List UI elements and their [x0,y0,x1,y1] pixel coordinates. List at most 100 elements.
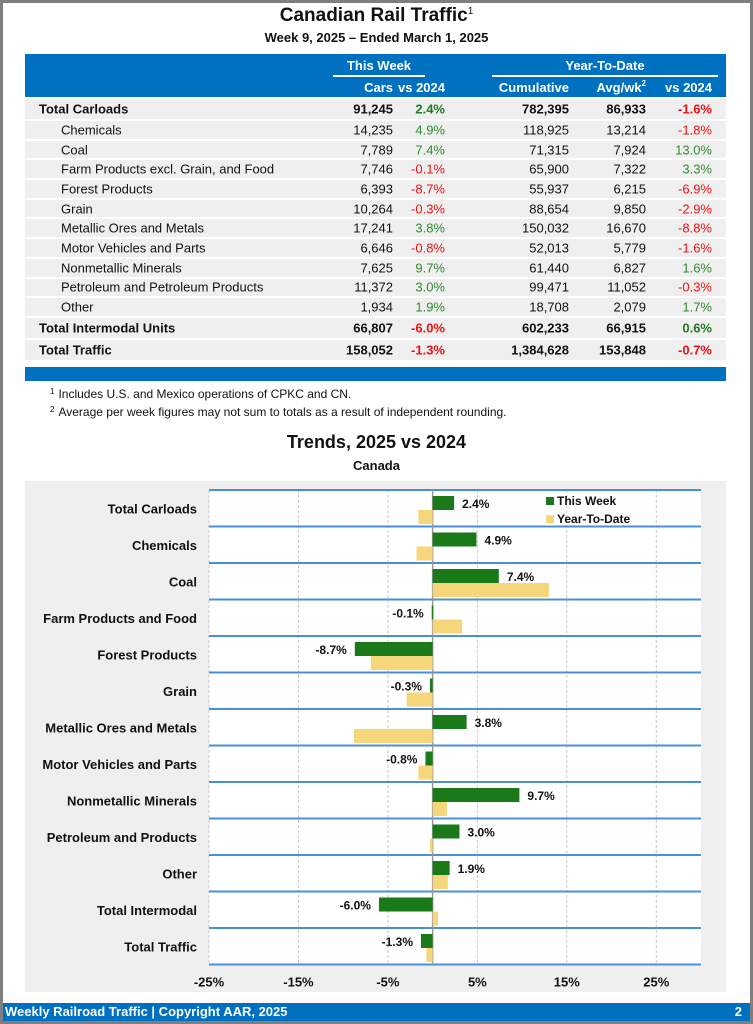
data-label: 9.7% [527,789,555,803]
category-label: Total Carloads [108,501,197,516]
ytd-bar [432,583,549,597]
col-avg-label: Avg/wk [596,80,642,95]
cell-ytd-vs: 1.6% [682,260,712,276]
row-label: Petroleum and Petroleum Products [61,279,264,295]
ytd-bar [432,619,463,634]
cell-avg: 5,779 [613,240,646,256]
ytd-bar [432,802,447,816]
data-label: 2.4% [462,497,490,511]
this-week-bar [432,861,450,875]
data-label: -1.3% [382,935,414,949]
cell-cumulative: 71,315 [529,142,569,158]
cell-tw-vs: 2.4% [415,101,445,117]
this-week-bar [431,605,434,620]
cell-avg: 6,827 [613,260,646,276]
table-row: Total Traffic 158,052 -1.3% 1,384,628 153,84… [25,339,726,360]
cell-cars: 6,393 [360,181,393,197]
cell-tw-vs: 9.7% [415,260,445,276]
category-label: Chemicals [132,538,197,553]
this-week-bar [429,678,433,693]
cell-tw-vs: -6.0% [411,320,445,336]
this-week-bar [421,934,433,948]
data-label: -0.3% [391,680,423,694]
cell-cars: 17,241 [353,220,393,236]
category-label: Nonmetallic Minerals [67,793,197,808]
cell-tw-vs: 7.4% [415,142,445,158]
ytd-bar [426,948,433,962]
cell-ytd-vs: 3.3% [682,161,712,177]
cell-avg: 2,079 [613,299,646,315]
data-label: -8.7% [315,643,347,657]
ytd-bar [432,875,448,889]
this-week-bar [432,788,520,802]
ytd-bar [416,546,433,561]
ytd-bar [418,510,433,524]
category-label: Forest Products [97,647,197,662]
cell-avg: 9,850 [613,201,646,217]
cell-ytd-vs: -6.9% [678,181,712,197]
x-tick-label: -25% [194,975,225,990]
this-week-bar [432,532,477,547]
cell-cars: 91,245 [353,101,393,117]
cell-ytd-vs: -1.6% [678,101,712,117]
group-this-week-underline [333,75,425,77]
cell-ytd-vs: -1.8% [678,122,712,138]
legend-label-ytd: Year-To-Date [557,512,630,526]
table-row: Forest Products 6,393 -8.7% 55,937 6,215 -6.9… [25,180,726,198]
row-label: Farm Products excl. Grain, and Food [61,161,275,177]
cell-tw-vs: -0.8% [411,240,445,256]
cell-ytd-vs: 1.7% [682,299,712,315]
x-tick-label: -15% [283,975,314,990]
this-week-bar [354,642,433,656]
cell-cumulative: 52,013 [529,240,569,256]
cell-avg: 6,215 [613,181,646,197]
category-label: Farm Products and Food [43,611,197,626]
row-label: Total Intermodal Units [39,320,176,336]
cell-cumulative: 88,654 [529,201,569,217]
cell-ytd-vs: -0.3% [678,279,712,295]
row-label: Chemicals [61,122,122,138]
cell-avg: 153,848 [599,342,646,358]
data-label: 7.4% [507,570,535,584]
x-tick-label: 25% [643,975,669,990]
cell-avg: 13,214 [606,122,646,138]
cell-tw-vs: 1.9% [415,299,445,315]
legend-swatch-this-week [546,497,554,505]
cell-tw-vs: -0.3% [411,201,445,217]
cell-ytd-vs: 13.0% [675,142,712,158]
row-label: Motor Vehicles and Parts [61,240,206,256]
cell-tw-vs: 3.0% [415,279,445,295]
cell-avg: 16,670 [606,220,646,236]
cell-cumulative: 18,708 [529,299,569,315]
table-body: Total Carloads 91,245 2.4% 782,395 86,933 -1.… [25,99,726,362]
row-label: Nonmetallic Minerals [61,260,182,276]
col-tw-vs: vs 2024 [398,80,445,95]
legend-swatch-ytd [546,515,554,523]
title-text: Canadian Rail Traffic [279,5,468,26]
cell-tw-vs: 4.9% [415,122,445,138]
chart-title: Trends, 2025 vs 2024 [286,432,467,452]
cell-cumulative: 61,440 [529,260,569,276]
footnote-1: 1 Includes U.S. and Mexico operations of … [50,387,351,401]
cell-cars: 10,264 [353,201,393,217]
row-label: Grain [61,201,93,217]
cell-avg: 66,915 [606,320,646,336]
table-row: Nonmetallic Minerals 7,625 9.7% 61,440 6,827… [25,258,726,277]
x-tick-label: 5% [468,975,487,990]
x-tick-label: 15% [554,975,580,990]
row-label: Forest Products [61,181,153,197]
cell-cumulative: 55,937 [529,181,569,197]
cell-avg: 11,052 [607,279,646,295]
table-row: Total Carloads 91,245 2.4% 782,395 86,933 -1.… [25,99,726,119]
table-row: Coal 7,789 7.4% 71,315 7,924 13.0% [25,140,726,159]
ytd-bar [353,729,433,743]
cell-tw-vs: -8.7% [411,181,445,197]
footnote-2-text: Average per week figures may not sum to … [58,405,507,419]
data-label: 3.0% [467,826,495,840]
page-footer: Weekly Railroad Traffic | Copyright AAR,… [3,1003,750,1021]
row-label: Coal [61,142,88,158]
cell-ytd-vs: -1.6% [678,240,712,256]
group-this-week: This Week [346,58,412,73]
title-footnote-mark: 1 [467,6,474,17]
data-label: -0.8% [386,753,418,767]
